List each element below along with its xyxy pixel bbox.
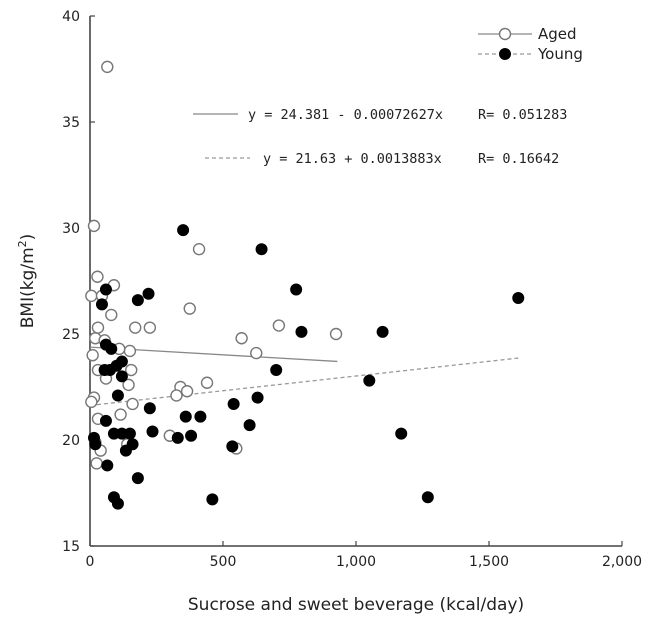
young-data-point [131, 294, 144, 307]
young-data-point [111, 389, 124, 402]
young-data-point [177, 224, 190, 237]
young-data-point [185, 429, 198, 442]
y-tick-label: 20 [62, 433, 80, 449]
x-tick-label: 500 [210, 554, 237, 570]
young-data-point [376, 325, 389, 338]
aged-data-point [235, 332, 248, 345]
aged-data-point [85, 395, 98, 409]
young-data-point [119, 444, 132, 457]
young-data-point [194, 410, 207, 423]
young-data-point [290, 283, 303, 296]
aged-r-value: R= 0.051283 [478, 107, 567, 123]
aged-data-point [329, 327, 343, 341]
y-axis-title: BMI(kg/m2) [16, 234, 38, 329]
aged-equation: y = 24.381 - 0.00072627x [248, 107, 443, 123]
young-data-point [255, 243, 268, 256]
legend-young-label: Young [537, 45, 583, 63]
aged-data-point [101, 60, 114, 74]
aged-data-point [91, 270, 104, 283]
legend-aged-label: Aged [538, 25, 577, 43]
data-points [85, 60, 525, 510]
young-data-point [131, 472, 144, 485]
aged-data-point [129, 321, 142, 334]
young-data-point [99, 414, 112, 427]
young-data-point [123, 427, 136, 440]
aged-data-point [122, 378, 135, 392]
aged-data-point [200, 376, 214, 389]
x-axis-title: Sucrose and sweet beverage (kcal/day) [188, 595, 524, 615]
young-data-point [227, 397, 240, 410]
y-tick-label: 40 [62, 9, 80, 25]
x-tick-label: 2,000 [602, 554, 642, 570]
y-tick-label: 15 [62, 539, 80, 555]
aged-data-point [114, 408, 127, 421]
x-tick-label: 0 [86, 554, 95, 570]
legend-young-marker [499, 48, 511, 60]
young-data-point [206, 493, 219, 506]
regression-lines [89, 346, 519, 407]
aged-data-point [123, 344, 137, 358]
young-data-point [171, 431, 184, 444]
legend-aged-marker [498, 27, 512, 41]
aged-data-point [86, 349, 99, 362]
young-data-point [146, 425, 159, 438]
young-data-point [243, 419, 256, 432]
y-tick-label: 35 [62, 115, 80, 131]
aged-data-point [183, 302, 196, 315]
young-regression-line [89, 357, 519, 407]
y-axis-title-sup: 2 [16, 240, 29, 247]
y-tick-label: 25 [62, 327, 80, 343]
aged-data-point [143, 321, 157, 334]
young-data-point [251, 391, 264, 404]
aged-data-point [105, 308, 118, 322]
young-data-point [143, 402, 156, 415]
aged-data-point [91, 321, 105, 334]
young-data-point [395, 427, 408, 440]
young-r-value: R= 0.16642 [478, 151, 559, 167]
young-data-point [99, 283, 112, 296]
aged-data-point [170, 389, 183, 402]
young-data-point [270, 364, 283, 377]
axes [89, 16, 622, 547]
young-data-point [142, 287, 155, 300]
young-equation: y = 21.63 + 0.0013883x [263, 151, 442, 167]
young-data-point [421, 491, 434, 504]
young-data-point [295, 325, 308, 338]
regression-equations: y = 24.381 - 0.00072627x R= 0.051283 y =… [193, 107, 567, 167]
young-data-point [103, 364, 116, 377]
x-tick-label: 1,000 [336, 554, 376, 570]
young-data-point [89, 438, 102, 451]
aged-data-point [180, 385, 194, 398]
x-tick-label: 1,500 [469, 554, 509, 570]
aged-data-point [250, 346, 263, 360]
legend: Aged Young [478, 25, 583, 63]
young-data-point [105, 342, 118, 355]
young-data-point [363, 374, 376, 387]
aged-data-point [192, 242, 206, 256]
aged-data-point [125, 363, 138, 377]
young-data-point [111, 497, 124, 510]
young-data-point [512, 291, 525, 304]
aged-data-point [87, 219, 101, 233]
young-data-point [179, 410, 192, 423]
aged-data-point [126, 397, 139, 411]
young-data-point [95, 298, 108, 311]
young-data-point [226, 440, 239, 453]
young-data-point [115, 370, 128, 383]
aged-data-point [90, 457, 103, 470]
y-axis-title-close: ) [18, 234, 38, 241]
y-axis-title-main: BMI(kg/m [18, 247, 38, 328]
aged-data-point [85, 289, 98, 303]
young-data-point [101, 459, 114, 472]
aged-data-point [272, 319, 286, 332]
y-tick-label: 30 [62, 221, 80, 237]
